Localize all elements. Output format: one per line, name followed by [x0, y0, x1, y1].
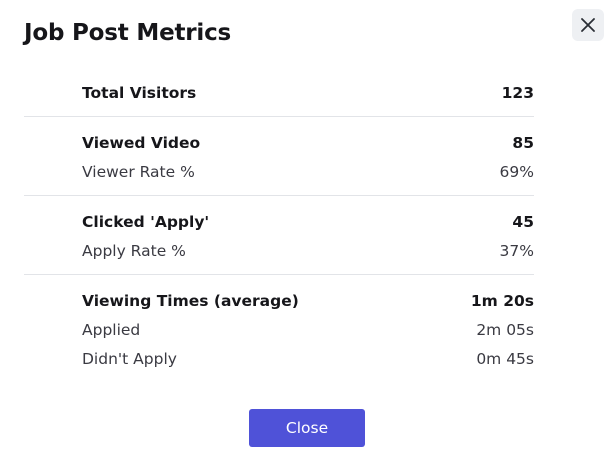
- metric-label-viewing-times: Viewing Times (average): [82, 291, 299, 310]
- metric-value-clicked-apply: 45: [512, 212, 534, 231]
- metric-value-didnt-apply: 0m 45s: [476, 349, 534, 368]
- metric-row-clicked-apply: Clicked 'Apply' 45: [82, 207, 534, 236]
- metric-label-viewed-video: Viewed Video: [82, 133, 201, 152]
- section-total-visitors: Total Visitors 123: [24, 78, 534, 116]
- metric-row-apply-rate: Apply Rate % 37%: [82, 236, 534, 265]
- metric-value-viewing-times: 1m 20s: [470, 291, 534, 310]
- metric-label-viewer-rate: Viewer Rate %: [82, 162, 195, 181]
- modal-footer: Close: [0, 409, 614, 447]
- metric-row-total-visitors: Total Visitors 123: [82, 78, 534, 107]
- section-viewed-video: Viewed Video 85 Viewer Rate % 69%: [24, 116, 534, 195]
- metric-label-total-visitors: Total Visitors: [82, 83, 197, 102]
- metric-value-apply-rate: 37%: [499, 241, 534, 260]
- metric-value-total-visitors: 123: [501, 83, 534, 102]
- metric-label-didnt-apply: Didn't Apply: [82, 349, 177, 368]
- metric-value-applied: 2m 05s: [476, 320, 534, 339]
- close-button[interactable]: Close: [249, 409, 365, 447]
- close-icon: [581, 18, 595, 32]
- metric-row-viewed-video: Viewed Video 85: [82, 128, 534, 157]
- section-viewing-times: Viewing Times (average) 1m 20s Applied 2…: [24, 274, 534, 373]
- metric-row-applied: Applied 2m 05s: [82, 315, 534, 344]
- metric-label-clicked-apply: Clicked 'Apply': [82, 212, 210, 231]
- section-clicked-apply: Clicked 'Apply' 45 Apply Rate % 37%: [24, 195, 534, 274]
- metric-value-viewed-video: 85: [512, 133, 534, 152]
- metric-row-viewing-times: Viewing Times (average) 1m 20s: [82, 286, 534, 315]
- metrics-list: Total Visitors 123 Viewed Video 85 Viewe…: [24, 78, 534, 373]
- metric-label-apply-rate: Apply Rate %: [82, 241, 186, 260]
- modal-title: Job Post Metrics: [24, 20, 232, 46]
- metric-value-viewer-rate: 69%: [499, 162, 534, 181]
- metric-row-didnt-apply: Didn't Apply 0m 45s: [82, 344, 534, 373]
- metric-row-viewer-rate: Viewer Rate % 69%: [82, 157, 534, 186]
- metric-label-applied: Applied: [82, 320, 141, 339]
- close-x-button[interactable]: [572, 9, 604, 41]
